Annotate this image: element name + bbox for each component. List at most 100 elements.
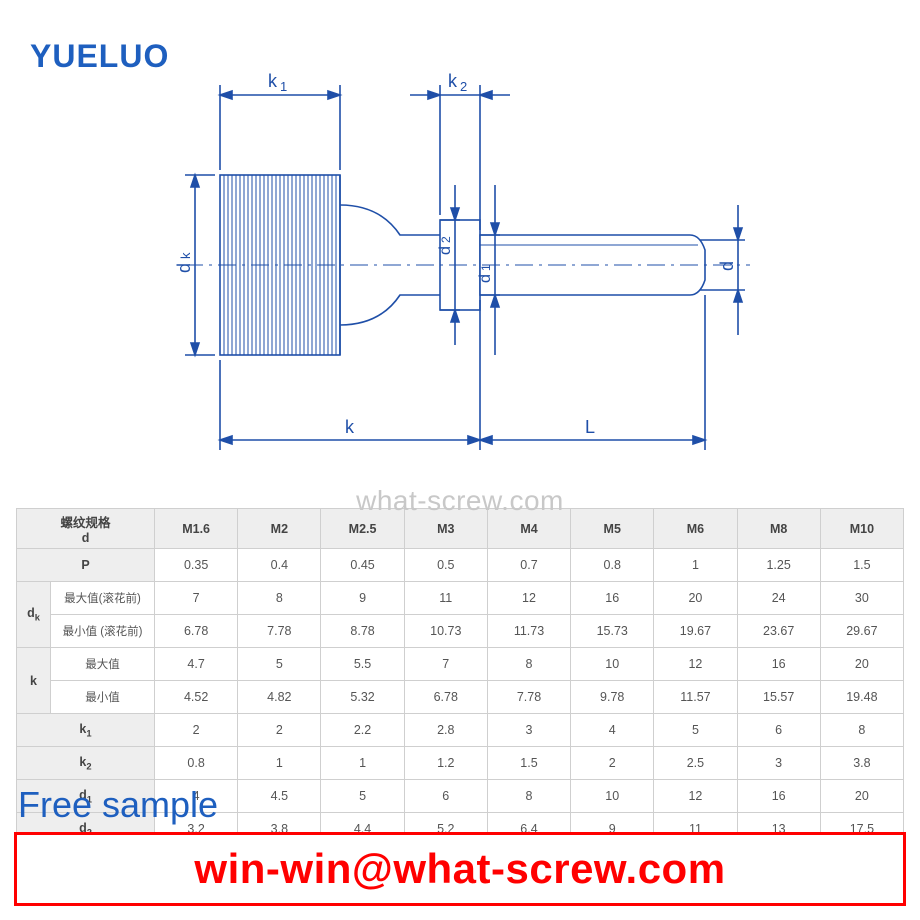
table-row: 最小值4.524.825.326.787.789.7811.5715.5719.… (17, 681, 904, 714)
cell: 19.67 (654, 615, 737, 648)
cell: 0.4 (238, 549, 321, 582)
cell: 12 (654, 780, 737, 813)
cell: 0.45 (321, 549, 404, 582)
table-row: P0.350.40.450.50.70.811.251.5 (17, 549, 904, 582)
contact-email: win-win@what-screw.com (194, 845, 725, 893)
watermark-text: what-screw.com (0, 485, 920, 517)
cell: 2 (155, 714, 238, 747)
cell: 8 (820, 714, 903, 747)
table-row: k20.8111.21.522.533.8 (17, 747, 904, 780)
cell: 1 (238, 747, 321, 780)
cell: 3 (737, 747, 820, 780)
cell: 20 (820, 780, 903, 813)
cell: 2.2 (321, 714, 404, 747)
cell: 0.35 (155, 549, 238, 582)
cell: 1.5 (487, 747, 570, 780)
cell: 1 (321, 747, 404, 780)
row-sublabel: 最大值(滚花前) (51, 582, 155, 615)
free-sample-overlay: Free sample (18, 784, 218, 826)
cell: 16 (571, 582, 654, 615)
row-sublabel: 最小值 (51, 681, 155, 714)
svg-text:d: d (477, 274, 494, 283)
cell: 11 (404, 582, 487, 615)
cell: 0.8 (571, 549, 654, 582)
cell: 15.57 (737, 681, 820, 714)
cell: 16 (737, 780, 820, 813)
cell: 29.67 (820, 615, 903, 648)
cell: 1.2 (404, 747, 487, 780)
cell: 8 (487, 648, 570, 681)
cell: 23.67 (737, 615, 820, 648)
cell: 4.5 (238, 780, 321, 813)
cell: 8 (487, 780, 570, 813)
cell: 10.73 (404, 615, 487, 648)
svg-text:2: 2 (460, 79, 467, 94)
cell: 12 (487, 582, 570, 615)
cell: 4.7 (155, 648, 238, 681)
cell: 4.52 (155, 681, 238, 714)
cell: 6 (404, 780, 487, 813)
cell: 3 (487, 714, 570, 747)
cell: 1.5 (820, 549, 903, 582)
table-row: dk最大值(滚花前)789111216202430 (17, 582, 904, 615)
cell: 5.5 (321, 648, 404, 681)
cell: 7.78 (487, 681, 570, 714)
svg-text:k: k (268, 71, 278, 91)
svg-text:k: k (345, 417, 355, 437)
cell: 6.78 (404, 681, 487, 714)
cell: 1.25 (737, 549, 820, 582)
cell: 19.48 (820, 681, 903, 714)
cell: 30 (820, 582, 903, 615)
cell: 3.8 (820, 747, 903, 780)
cell: 8.78 (321, 615, 404, 648)
cell: 5.32 (321, 681, 404, 714)
svg-text:k: k (178, 252, 193, 259)
cell: 2 (238, 714, 321, 747)
svg-text:1: 1 (280, 79, 287, 94)
row-symbol: k1 (17, 714, 155, 747)
svg-text:d: d (437, 246, 454, 255)
cell: 20 (820, 648, 903, 681)
cell: 7 (404, 648, 487, 681)
cell: 10 (571, 780, 654, 813)
cell: 16 (737, 648, 820, 681)
cell: 15.73 (571, 615, 654, 648)
table-row: 最小值 (滚花前)6.787.788.7810.7311.7315.7319.6… (17, 615, 904, 648)
row-symbol: P (17, 549, 155, 582)
table-row: k最大值4.755.57810121620 (17, 648, 904, 681)
cell: 20 (654, 582, 737, 615)
svg-text:L: L (585, 417, 595, 437)
cell: 4 (571, 714, 654, 747)
cell: 12 (654, 648, 737, 681)
screw-diagram: k 1 k 2 d k d 2 d 1 (140, 55, 780, 475)
cell: 24 (737, 582, 820, 615)
cell: 2 (571, 747, 654, 780)
svg-text:d: d (174, 263, 194, 273)
cell: 6.78 (155, 615, 238, 648)
table-row: k1222.22.834568 (17, 714, 904, 747)
cell: 5 (321, 780, 404, 813)
cell: 7.78 (238, 615, 321, 648)
svg-text:d: d (717, 261, 737, 271)
cell: 6 (737, 714, 820, 747)
cell: 9 (321, 582, 404, 615)
row-symbol: dk (17, 582, 51, 648)
cell: 0.7 (487, 549, 570, 582)
row-sublabel: 最小值 (滚花前) (51, 615, 155, 648)
cell: 0.8 (155, 747, 238, 780)
cell: 0.5 (404, 549, 487, 582)
cell: 2.5 (654, 747, 737, 780)
cell: 9.78 (571, 681, 654, 714)
row-sublabel: 最大值 (51, 648, 155, 681)
row-symbol: k (17, 648, 51, 714)
cell: 2.8 (404, 714, 487, 747)
cell: 10 (571, 648, 654, 681)
cell: 4.82 (238, 681, 321, 714)
cell: 5 (654, 714, 737, 747)
cell: 5 (238, 648, 321, 681)
cell: 11.73 (487, 615, 570, 648)
svg-text:2: 2 (439, 236, 453, 243)
svg-text:1: 1 (479, 264, 493, 271)
cell: 1 (654, 549, 737, 582)
contact-box: win-win@what-screw.com (14, 832, 906, 906)
